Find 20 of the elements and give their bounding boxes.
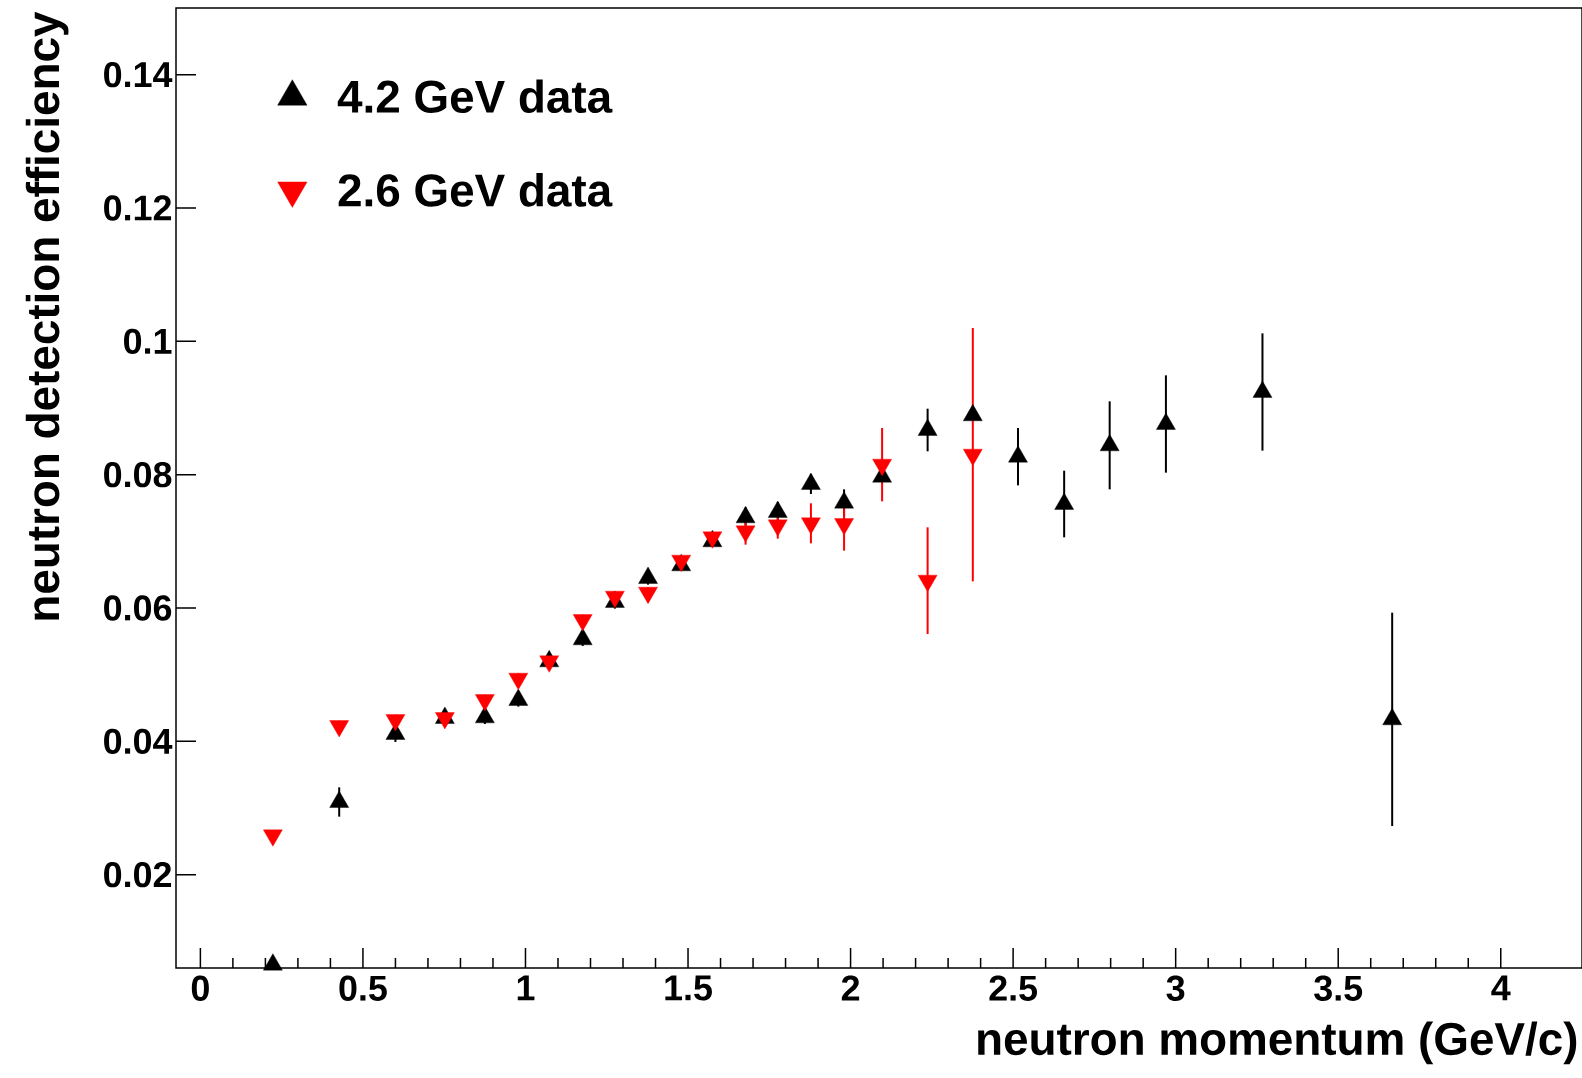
y-tick-label: 0.04: [104, 728, 173, 755]
x-tick-label: 2.5: [989, 975, 1038, 1001]
y-tick-label: 0.1: [124, 328, 172, 355]
legend-label: 4.2 GeV data: [337, 79, 613, 114]
y-tick-label: 0.14: [104, 61, 173, 88]
y-tick-label: 0.06: [104, 595, 172, 621]
x-tick-label: 0.5: [339, 975, 387, 1001]
x-tick-label: 0: [191, 975, 209, 1001]
y-tick-label: 0.12: [104, 195, 172, 221]
x-axis-title: neutron momentum (GeV/c): [978, 1021, 1577, 1065]
x-tick-label: 1.5: [665, 975, 712, 1001]
x-tick-label: 4: [1491, 975, 1511, 1001]
x-tick-label: 1: [517, 975, 535, 1001]
x-tick-label: 3: [1166, 975, 1185, 1001]
x-tick-label: 2: [841, 975, 860, 1001]
y-tick-label: 0.02: [104, 861, 172, 888]
legend-label: 2.6 GeV data: [338, 173, 613, 207]
y-tick-label: 0.08: [104, 461, 172, 488]
x-tick-label: 3.5: [1314, 975, 1363, 1001]
y-axis-title: neutron detection efficiency: [25, 11, 69, 620]
